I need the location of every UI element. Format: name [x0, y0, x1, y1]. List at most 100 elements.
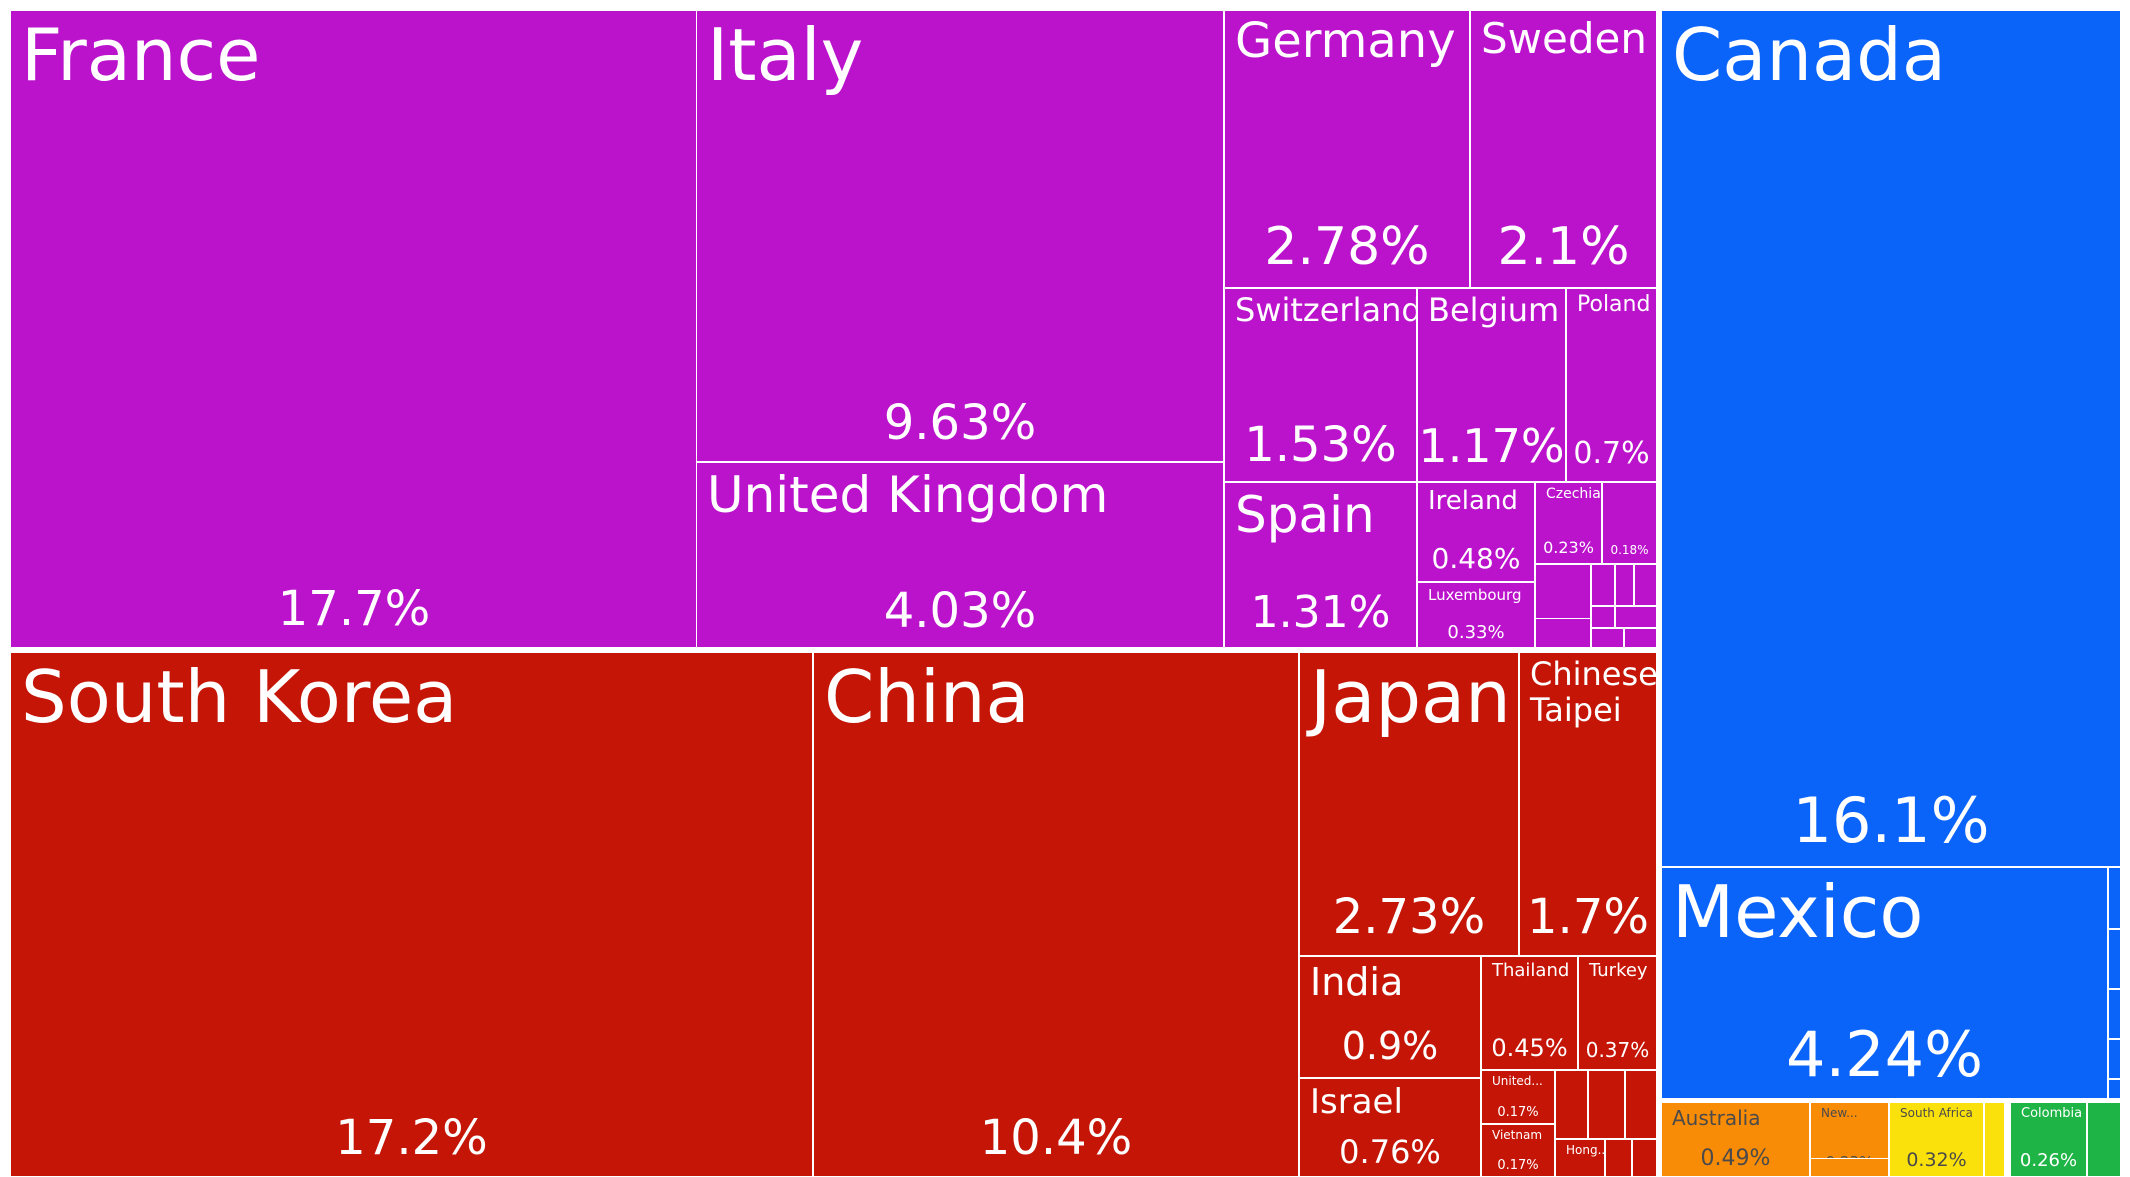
tile-name-label: Poland — [1577, 292, 1651, 317]
tile-value-label: 17.7% — [277, 581, 431, 637]
treemap-tile-unlabeled — [2087, 1102, 2121, 1177]
tile-value-label: 0.49% — [1700, 1146, 1771, 1171]
treemap-tile-unlabeled — [2108, 867, 2121, 929]
tile-value-label: 0.17% — [1497, 1105, 1539, 1120]
tile-name-label: Spain — [1235, 486, 1375, 544]
tile-name-label: Italy — [707, 13, 864, 97]
treemap-tile-israel: Israel 0.76% — [1299, 1078, 1481, 1177]
tile-value-label: 4.03% — [883, 583, 1037, 639]
treemap-tile-china: China 10.4% — [813, 652, 1299, 1177]
treemap-tile-mexico: Mexico 4.24% — [1661, 867, 2108, 1099]
tile-value-label: 0.76% — [1339, 1133, 1441, 1171]
tile-value-label: 4.24% — [1786, 1018, 1983, 1091]
tile-name-label: Germany — [1235, 13, 1456, 69]
tile-value-label: 1.17% — [1418, 419, 1565, 473]
tile-name-label: United... — [1492, 1074, 1543, 1088]
treemap-tile-unlabeled — [1591, 628, 1624, 648]
treemap-tile-unlabeled — [1605, 1139, 1632, 1177]
treemap-tile-india: India 0.9% — [1299, 956, 1481, 1078]
tile-value-label: 0.45% — [1491, 1034, 1568, 1062]
treemap-tile-france: France 17.7% — [10, 10, 698, 648]
treemap-tile-unlabeled — [2108, 989, 2121, 1039]
tile-name-label: United Kingdom — [707, 466, 1109, 524]
treemap-tile-unlabeled — [1984, 1102, 2005, 1177]
treemap-tile-unlabeled — [1625, 1070, 1657, 1139]
treemap-tile-switzerland: Switzerland 1.53% — [1224, 288, 1417, 482]
treemap-tile-unlabeled — [1591, 564, 1615, 606]
treemap-tile-unlabeled — [2108, 929, 2121, 989]
treemap-tile-united-kingdom: United Kingdom 4.03% — [696, 462, 1224, 648]
treemap-tile-vietnam: Vietnam 0.17% — [1481, 1124, 1555, 1177]
tile-value-label: 10.4% — [979, 1110, 1133, 1166]
treemap-tile-south-africa: South Africa 0.32% — [1889, 1102, 1984, 1177]
treemap-tile-germany: Germany 2.78% — [1224, 10, 1470, 288]
tile-name-label: Belgium — [1428, 291, 1560, 329]
treemap-tile-unlabeled — [1624, 628, 1657, 648]
tile-name-label: Chinese Taipei — [1530, 655, 1657, 729]
treemap-tile-turkey: Turkey 0.37% — [1578, 956, 1657, 1070]
tile-value-label: 0.23% — [1543, 538, 1594, 557]
treemap-tile-canada: Canada 16.1% — [1661, 10, 2121, 867]
treemap-tile-unlabeled — [2108, 1039, 2121, 1079]
treemap-tile-unlabeled — [1591, 606, 1615, 628]
treemap-tile-sweden: Sweden 2.1% — [1470, 10, 1657, 288]
tile-name-label: Hong... — [1566, 1143, 1605, 1157]
treemap-tile-belgium: Belgium 1.17% — [1417, 288, 1566, 482]
treemap-tile-spain: Spain 1.31% — [1224, 482, 1417, 648]
tile-name-label: Sweden — [1481, 14, 1647, 63]
tile-value-label: 2.73% — [1332, 889, 1486, 945]
tile-name-label: France — [21, 13, 261, 97]
tile-name-label: Switzerland — [1235, 291, 1417, 329]
treemap-tile-japan: Japan 2.73% — [1299, 652, 1519, 956]
tile-name-label: Mexico — [1672, 870, 1924, 954]
treemap-tile-unlabeled — [1535, 618, 1591, 648]
treemap-tile-czechia: Czechia 0.23% — [1535, 482, 1602, 564]
tile-name-label: South Korea — [21, 655, 458, 739]
treemap-tile-south-korea: South Korea 17.2% — [10, 652, 813, 1177]
tile-value-label: 0.37% — [1585, 1038, 1650, 1062]
tile-name-label: Luxembourg — [1428, 586, 1522, 604]
treemap-tile-unlabeled — [1810, 1158, 1889, 1177]
treemap-tile-unlabeled — [1634, 564, 1657, 606]
treemap-tile-australia: Australia 0.49% — [1661, 1102, 1810, 1177]
tile-value-label: 0.9% — [1341, 1024, 1439, 1068]
tile-name-label: South Africa — [1900, 1106, 1973, 1120]
treemap-tile-poland: Poland 0.7% — [1566, 288, 1657, 482]
tile-value-label: 9.63% — [883, 395, 1037, 451]
tile-value-label: 1.31% — [1250, 587, 1391, 638]
treemap-tile-ireland: Ireland 0.48% — [1417, 482, 1535, 582]
tile-name-label: India — [1310, 960, 1404, 1004]
treemap-tile-chinese-taipei: Chinese Taipei 1.7% — [1519, 652, 1657, 956]
tile-value-label: 2.1% — [1497, 217, 1630, 277]
tile-value-label: 2.78% — [1264, 217, 1430, 277]
tile-name-label: Vietnam — [1492, 1128, 1543, 1142]
tile-name-label: Australia — [1672, 1106, 1761, 1130]
tile-name-label: Canada — [1672, 13, 1946, 97]
treemap-tile-unlabeled — [1632, 1139, 1657, 1177]
tile-name-label: Japan — [1310, 655, 1511, 739]
tile-value-label: 0.7% — [1573, 436, 1650, 471]
tile-value-label: 0.18% — [1610, 543, 1649, 557]
tile-name-label: Colombia — [2021, 1106, 2083, 1121]
tile-name-label: Israel — [1310, 1082, 1403, 1122]
treemap-tile-hong: Hong... — [1555, 1139, 1605, 1177]
treemap-tile-unlabeled — [2108, 1079, 2121, 1099]
treemap-tile-united: United... 0.17% — [1481, 1070, 1555, 1124]
tile-value-label: 0.32% — [1906, 1149, 1967, 1171]
tile-value-label: 1.53% — [1244, 417, 1397, 473]
tile-value-label: 16.1% — [1792, 784, 1990, 857]
treemap-tile-unlabeled — [1555, 1070, 1588, 1139]
tile-value-label: 0.33% — [1447, 622, 1505, 643]
tile-value-label: 0.48% — [1431, 542, 1521, 575]
tile-value-label: 0.26% — [2019, 1150, 2078, 1171]
tile-name-label: China — [824, 655, 1030, 739]
treemap-tile-unlabeled — [1615, 564, 1634, 606]
treemap-tile-unlabeled — [1588, 1070, 1625, 1139]
tile-value-label: 17.2% — [335, 1110, 488, 1166]
tile-name-label: Czechia — [1546, 486, 1601, 502]
tile-name-label: Thailand — [1492, 960, 1570, 981]
tile-name-label: New... — [1821, 1106, 1858, 1120]
tile-name-label: Ireland — [1428, 486, 1518, 516]
treemap-tile-unlabeled-0-18: 0.18% — [1602, 482, 1657, 564]
